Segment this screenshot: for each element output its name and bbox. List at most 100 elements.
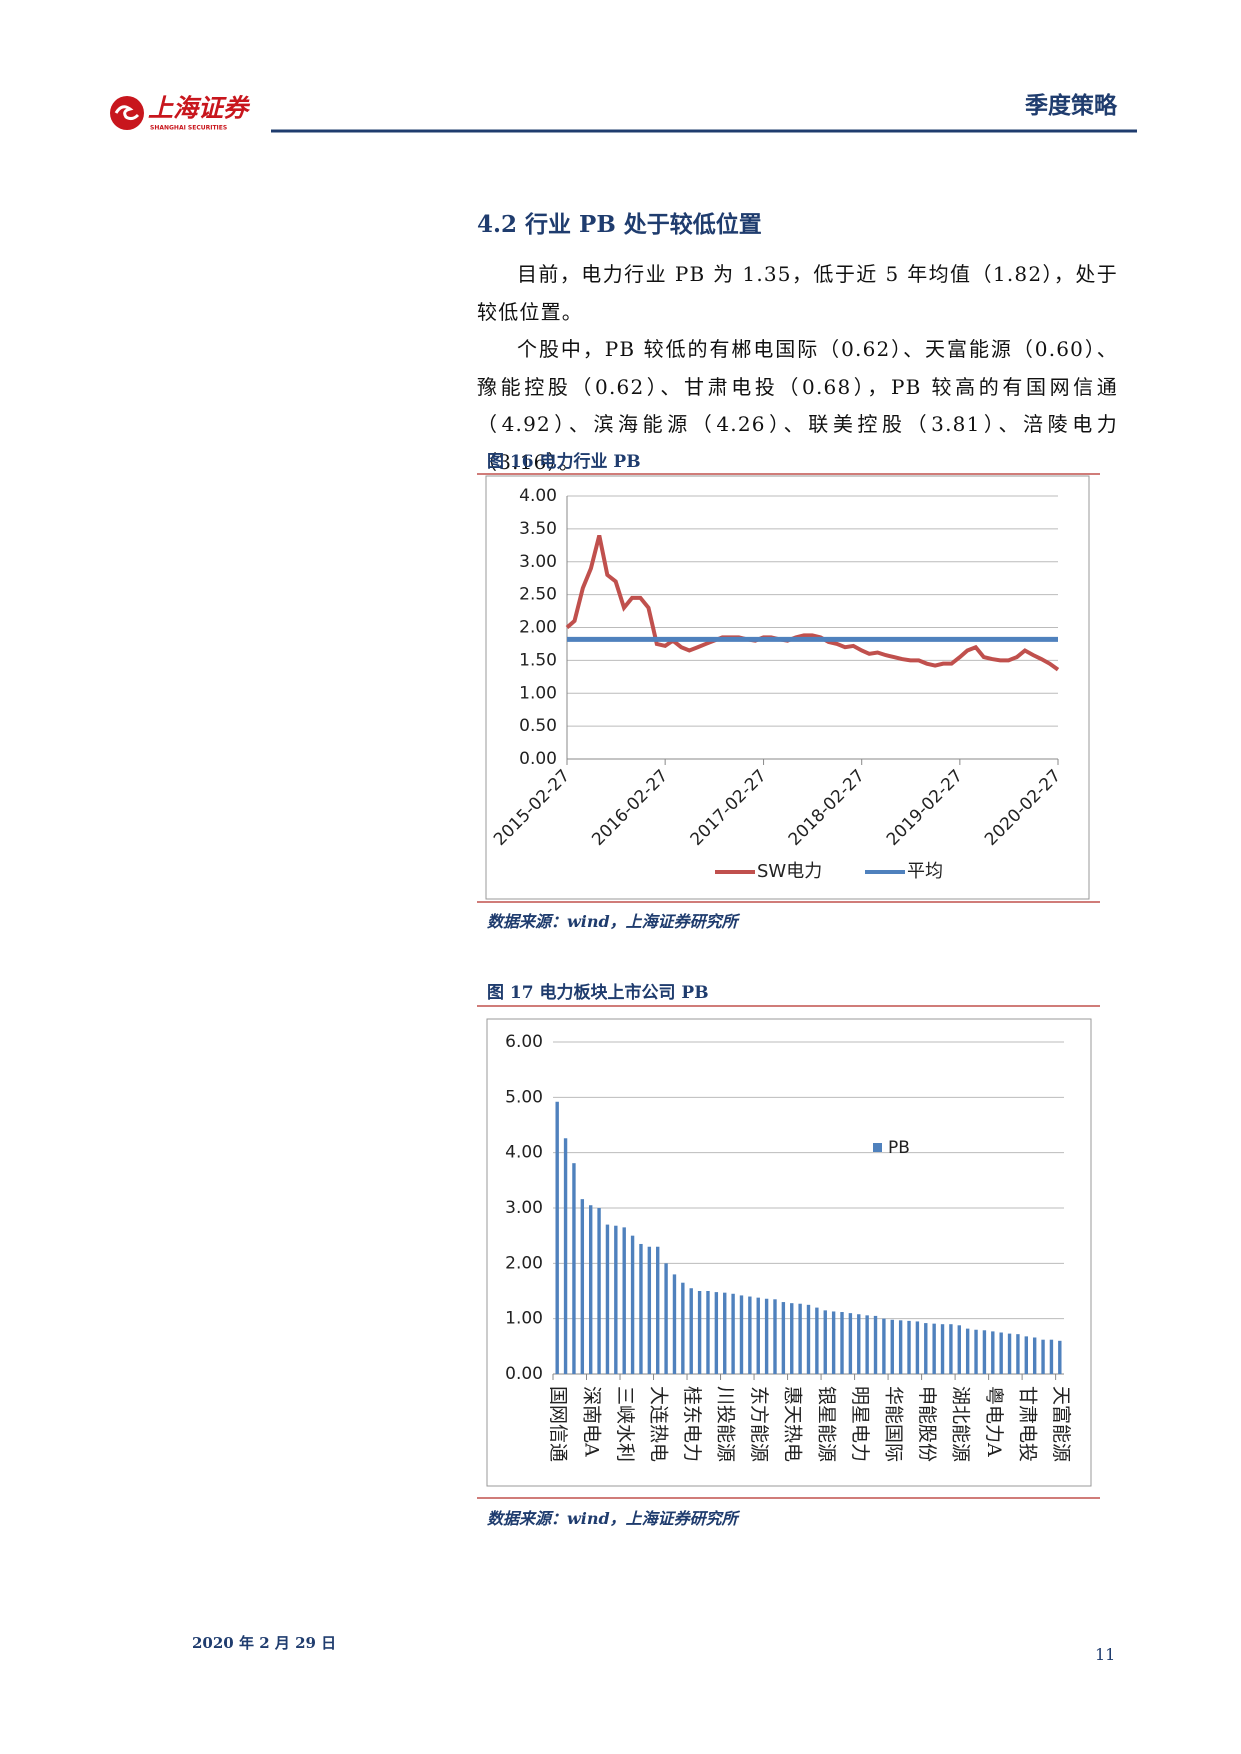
y-tick-label: 2.00 [519, 618, 557, 638]
bar [1058, 1340, 1062, 1374]
bar [731, 1293, 735, 1374]
bar [1016, 1334, 1020, 1374]
x-tick-label: 银星能源 [815, 1386, 837, 1462]
page-number: 11 [1095, 1645, 1116, 1664]
bar [764, 1298, 769, 1374]
chart: 0.00 1.00 2.00 3.00 4.00 5.00 6.00 国网信通 深南电A 三峡水利… [505, 1032, 1072, 1462]
bar [806, 1304, 811, 1374]
x-tick-label: 三峡水利 [614, 1386, 636, 1462]
bar [689, 1288, 693, 1374]
logo-swirl [114, 105, 140, 121]
y-tick-label: 4.00 [505, 1143, 543, 1163]
legend-label: 平均 [907, 861, 943, 882]
x-tick-label: 申能股份 [916, 1386, 938, 1462]
y-tick-label: 3.00 [519, 552, 557, 572]
bar [1024, 1336, 1029, 1374]
bar [982, 1330, 987, 1374]
section-title: 4.2 行业 PB 处于较低位置 [477, 211, 762, 238]
x-tick-label: 湖北能源 [949, 1386, 971, 1462]
bar [848, 1313, 853, 1374]
y-tick-label: 1.50 [519, 650, 557, 670]
y-tick-label: 0.00 [519, 749, 557, 769]
bar [714, 1292, 719, 1374]
bar [781, 1302, 786, 1374]
x-tick-label: 粤电力A [983, 1386, 1005, 1457]
bar [1049, 1339, 1054, 1374]
bar [974, 1329, 978, 1374]
y-tick-label: 3.00 [505, 1198, 543, 1218]
bar [924, 1323, 928, 1374]
bar [873, 1315, 878, 1374]
bar [932, 1323, 936, 1374]
figure-caption: 图 17 电力板块上市公司 PB [487, 983, 709, 1003]
bar [898, 1320, 903, 1374]
bar [940, 1324, 945, 1374]
bar [756, 1297, 760, 1374]
x-tick-label: 明星电力 [849, 1386, 871, 1462]
logo-text: 上海证券 [148, 94, 251, 123]
y-tick-label: 2.00 [505, 1253, 543, 1273]
y-tick-label: 3.50 [519, 519, 557, 539]
bar [681, 1282, 685, 1374]
paragraph: 个股中，PB 较低的有郴电国际（0.62）、天富能源（0.60）、豫能控股（0.… [477, 337, 1118, 474]
x-tick-label: 惠天热电 [782, 1386, 804, 1462]
x-tick-label: 华能国际 [882, 1386, 904, 1462]
paragraph: 目前，电力行业 PB 为 1.35，低于近 5 年均值（1.82），处于较低位置… [477, 262, 1118, 324]
legend-label: SW电力 [757, 861, 822, 882]
bar [723, 1292, 727, 1374]
legend-swatch [873, 1143, 882, 1152]
bar [647, 1246, 652, 1374]
bar [773, 1299, 777, 1374]
bar [588, 1205, 593, 1374]
figure-source: 数据来源：wind，上海证券研究所 [487, 1509, 738, 1528]
bar [656, 1246, 660, 1374]
bar [614, 1225, 618, 1374]
y-tick-label: 2.50 [519, 585, 557, 605]
bar [1041, 1339, 1045, 1374]
y-tick-label: 5.00 [505, 1087, 543, 1107]
figure-source: 数据来源：wind，上海证券研究所 [487, 912, 738, 931]
bar [622, 1227, 626, 1374]
x-tick-label: 川投能源 [715, 1386, 737, 1462]
bar [965, 1328, 970, 1374]
x-tick-label: 桂东电力 [681, 1386, 703, 1462]
y-tick-label: 0.50 [519, 716, 557, 736]
bar [857, 1314, 861, 1374]
bar [1032, 1337, 1037, 1374]
bar [882, 1318, 886, 1374]
y-tick-label: 4.00 [519, 486, 557, 506]
bar [907, 1320, 911, 1374]
bar [639, 1243, 643, 1374]
bar [957, 1325, 961, 1374]
bar [823, 1310, 827, 1374]
bar [831, 1311, 836, 1374]
bar [555, 1101, 559, 1374]
bar [672, 1274, 677, 1374]
legend-label: PB [888, 1138, 910, 1158]
bar [1007, 1333, 1012, 1374]
bar [572, 1163, 576, 1374]
bar [790, 1303, 794, 1374]
y-tick-label: 1.00 [519, 683, 557, 703]
bar [815, 1307, 819, 1374]
footer-date: 2020 年 2 月 29 日 [192, 1634, 337, 1652]
bar [706, 1291, 710, 1374]
x-tick-label: 东方能源 [748, 1386, 770, 1462]
data-line [565, 534, 1060, 672]
bar [949, 1324, 953, 1374]
x-tick-label: 甘肃电投 [1016, 1386, 1038, 1462]
y-tick-label: 0.00 [505, 1364, 543, 1384]
x-tick-label: 天富能源 [1050, 1386, 1072, 1462]
logo: 上海证券 SHANGHAI SECURITIES [110, 94, 251, 132]
logo-en: SHANGHAI SECURITIES [150, 125, 227, 132]
bar [580, 1199, 585, 1374]
y-tick-label: 6.00 [505, 1032, 543, 1052]
figure-caption: 图 16 电力行业 PB [487, 452, 641, 472]
x-tick-label: 深南电A [581, 1386, 603, 1457]
chart-frame [485, 475, 1090, 900]
report-type: 季度策略 [1025, 92, 1118, 119]
bar [890, 1319, 894, 1374]
bar [798, 1303, 802, 1374]
